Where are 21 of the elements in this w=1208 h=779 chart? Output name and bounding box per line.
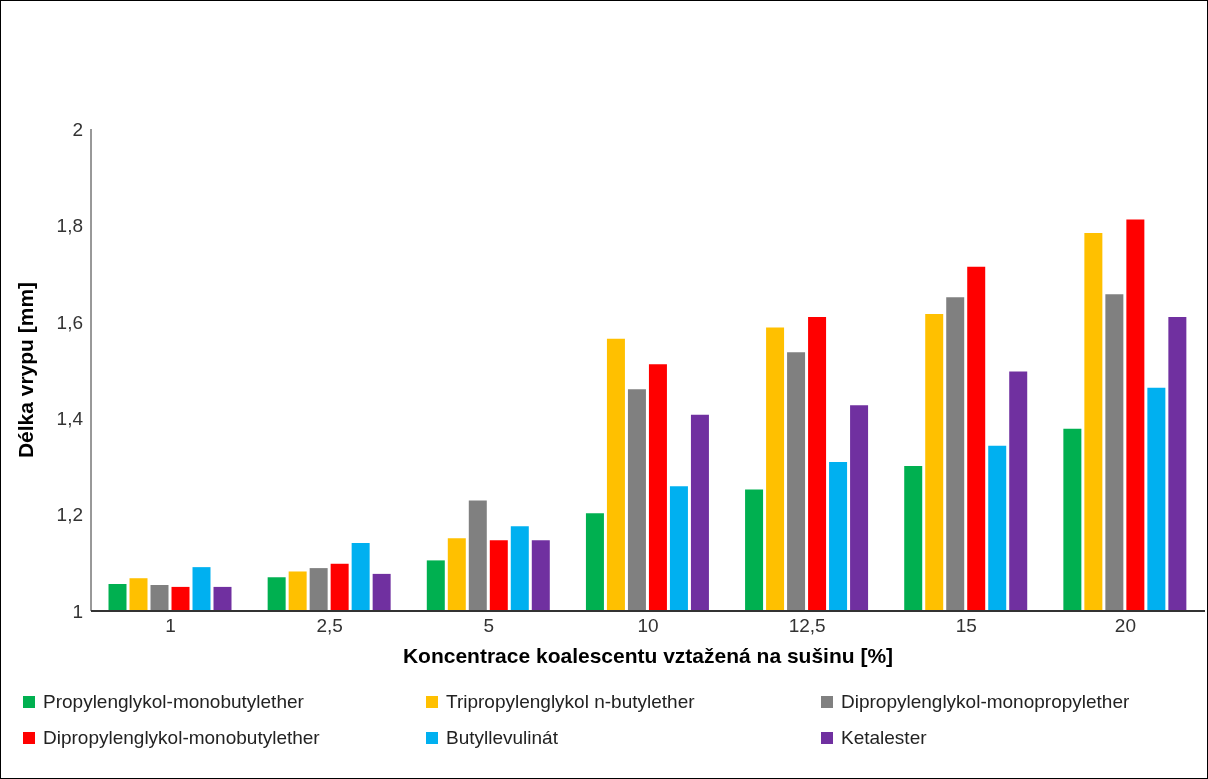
x-tick-label: 5 [483, 615, 495, 637]
y-tick-label: 1,8 [56, 215, 83, 237]
legend-label: Propylenglykol-monobutylether [43, 691, 304, 713]
x-tick-label: 10 [637, 615, 659, 637]
y-tick-label: 2 [72, 118, 83, 140]
legend-label: Tripropylenglykol n-butylether [446, 691, 695, 713]
x-tick-label: 2,5 [316, 615, 343, 637]
x-tick-label: 12,5 [788, 615, 826, 637]
legend-label: Dipropylenglykol-monobutylether [43, 727, 320, 749]
x-tick-label: 20 [1114, 615, 1136, 637]
legend-label: Ketalester [841, 727, 927, 749]
legend-label: Butyllevulinát [446, 727, 558, 749]
x-tick-label: 15 [955, 615, 977, 637]
x-axis-title: Koncentrace koalescentu vztažená na sušinu [%] [402, 644, 894, 667]
y-tick-label: 1,2 [56, 504, 83, 526]
legend-label: Dipropylenglykol-monopropylether [841, 691, 1130, 713]
y-axis-title: Délka vrypu [mm] [14, 281, 38, 459]
y-tick-label: 1,4 [56, 407, 84, 429]
y-tick-label: 1 [72, 600, 83, 622]
y-tick-label: 1,6 [56, 311, 83, 333]
x-tick-label: 1 [165, 615, 176, 637]
